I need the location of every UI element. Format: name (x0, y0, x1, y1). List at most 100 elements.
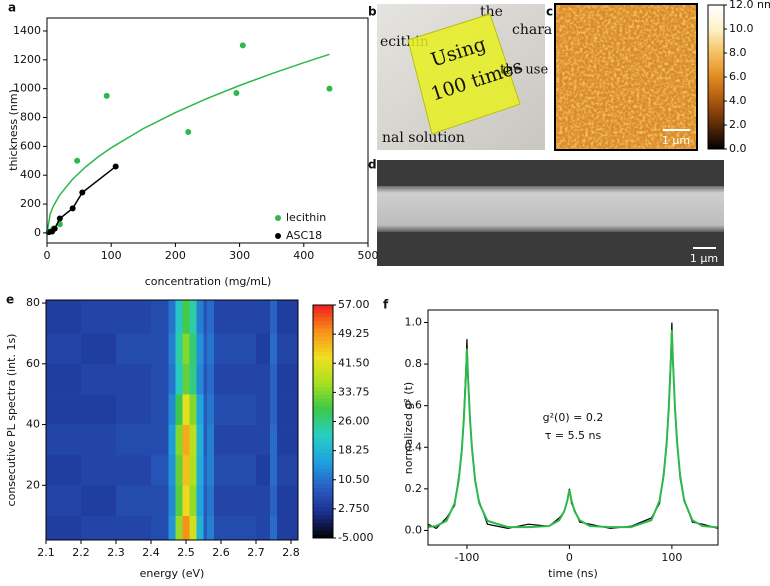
heatmap-cell (214, 333, 257, 365)
heatmap-cell (168, 485, 176, 516)
heatmap-cell (189, 363, 197, 395)
heatmap-cell (151, 454, 169, 486)
heatmap-cell (189, 300, 197, 334)
colorbar-segment (313, 409, 333, 415)
colorbar-segment (708, 5, 724, 8)
heatmap-cell (270, 515, 278, 541)
colorbar-segment (313, 425, 333, 430)
heatmap-cell (116, 454, 152, 486)
heatmap-cell (196, 363, 204, 395)
x-tick-label: 0 (44, 249, 51, 262)
colorbar-segment (708, 79, 724, 83)
colorbar-segment (708, 127, 724, 131)
x-tick-label: 2.5 (177, 546, 195, 559)
colorbar-segment (708, 77, 724, 80)
colorbar-segment (313, 433, 333, 438)
colorbar-segment (708, 141, 724, 145)
colorbar-segment (313, 316, 333, 322)
colorbar-segment (708, 89, 724, 92)
annotation: g²(0) = 0.2 (543, 411, 604, 424)
heatmap-cell (189, 333, 197, 365)
colorbar-segment (313, 367, 333, 372)
heatmap-cell (182, 363, 190, 395)
photo-panel: the chara ecithin Using 100 times the us… (368, 4, 552, 150)
legend-label: lecithin (286, 211, 326, 224)
colorbar-segment (313, 510, 333, 516)
yellow-crystal (407, 13, 521, 135)
colorbar-segment (708, 96, 724, 100)
colorbar-segment (313, 479, 333, 485)
colorbar-segment (708, 24, 724, 28)
heatmap-cell (151, 394, 169, 425)
heatmap-cell (189, 515, 197, 541)
heatmap-cell (189, 394, 197, 425)
colorbar-segment (708, 84, 724, 88)
heatmap-cell (277, 424, 299, 456)
heatmap-cell (182, 424, 190, 456)
colorbar-tick-label: 8.0 (729, 46, 747, 59)
heatmap-cell (196, 485, 204, 516)
colorbar-segment (313, 487, 333, 492)
colorbar-segment (313, 398, 333, 403)
colorbar-segment (708, 93, 724, 97)
data-point (239, 42, 246, 49)
data-point (185, 128, 192, 135)
heatmap-cell (175, 485, 183, 516)
photo-text: nal solution (382, 130, 465, 146)
colorbar-segment (313, 339, 333, 345)
y-tick-label: 0.2 (405, 482, 423, 495)
colorbar-segment (708, 72, 724, 76)
heatmap-cell (256, 363, 271, 395)
scale-bar-label: 1 µm (662, 134, 690, 147)
colorbar-tick-label: 57.00 (338, 298, 370, 311)
heatmap-cell (270, 424, 278, 456)
heatmap-cell (256, 424, 271, 456)
colorbar-segment (708, 17, 724, 20)
annotation: τ = 5.5 ns (545, 429, 602, 442)
heatmap-cell (175, 333, 183, 365)
heatmap-cell (214, 454, 257, 486)
afm-panel: 1 µm c 12.0 nm 10.0 8.0 6.0 4.0 2.0 0.0 (546, 0, 770, 155)
y-tick-label: 1400 (13, 24, 41, 37)
heatmap-cell (214, 300, 257, 334)
x-axis-label: concentration (mg/mL) (145, 275, 272, 288)
colorbar-segment (708, 43, 724, 47)
heatmap-cell (277, 515, 299, 541)
heatmap-cell (116, 394, 152, 425)
data-point (233, 90, 240, 96)
colorbar-segment (313, 534, 333, 539)
panel-label: d (368, 158, 377, 172)
colorbar-segment (708, 31, 724, 35)
data-point (112, 163, 119, 170)
colorbar-segment (708, 113, 724, 116)
y-axis-label: normalized g² (t) (402, 382, 415, 474)
colorbar-segment (708, 29, 724, 32)
y-tick-label: 200 (20, 197, 41, 210)
heatmap-cell (116, 424, 152, 456)
colorbar-segment (313, 343, 333, 349)
heatmap-cell (182, 515, 190, 541)
heatmap-cell (256, 394, 271, 425)
heatmap-cell (81, 394, 117, 425)
heatmap-cell (151, 363, 169, 395)
colorbar-segment (708, 36, 724, 40)
colorbar-segment (708, 9, 724, 13)
heatmap-cell (81, 363, 117, 395)
colorbar-tick-label: 26.00 (338, 415, 370, 428)
colorbar-segment (313, 347, 333, 353)
colorbar-segment (708, 125, 724, 128)
heatmap-cell (189, 485, 197, 516)
y-tick-label: 20 (26, 478, 40, 491)
scale-bar-label: 1 µm (690, 252, 718, 265)
heatmap-cell (214, 363, 257, 395)
colorbar-segment (708, 19, 724, 23)
data-point (51, 225, 58, 232)
colorbar-segment (708, 62, 724, 66)
colorbar-segment (708, 12, 724, 16)
heatmap-cell (203, 424, 208, 456)
heatmap-cell (277, 394, 299, 425)
colorbar-segment (708, 48, 724, 52)
colorbar-segment (313, 320, 333, 325)
y-tick-label: 0.6 (405, 399, 423, 412)
